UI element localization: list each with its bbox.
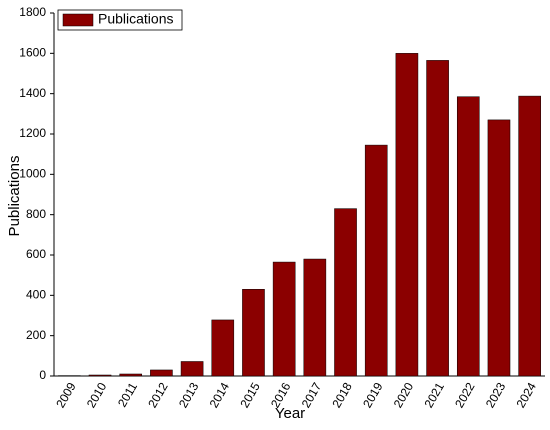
y-tick-label: 1200	[19, 126, 46, 140]
y-tick-label: 800	[26, 207, 46, 221]
y-tick-label: 1600	[19, 46, 46, 60]
bar	[180, 361, 204, 377]
y-tick-label: 1000	[19, 167, 46, 181]
legend-label: Publications	[98, 11, 174, 27]
x-tick-label: 2011	[115, 380, 140, 410]
x-tick-label: 2013	[176, 380, 202, 410]
x-tick-label: 2015	[237, 380, 263, 410]
x-tick-label: 2022	[452, 380, 478, 410]
y-tick-label: 1400	[19, 86, 46, 100]
bar	[456, 96, 480, 377]
bar	[518, 95, 541, 377]
y-tick-label: 0	[39, 368, 46, 382]
bar	[119, 373, 143, 377]
x-tick-label: 2019	[360, 380, 386, 410]
x-tick-label: 2009	[53, 380, 79, 410]
y-tick-label: 200	[26, 328, 46, 342]
y-tick-label: 600	[26, 247, 46, 261]
y-tick-label: 1800	[19, 5, 46, 19]
bar	[150, 369, 173, 377]
bar	[242, 289, 265, 377]
x-axis-label: Year	[275, 405, 305, 422]
bar	[303, 258, 327, 377]
bar	[334, 208, 357, 377]
x-tick-label: 2020	[391, 380, 417, 410]
x-tick-label: 2021	[421, 380, 447, 410]
y-axis-label: Publications	[6, 156, 23, 237]
bar	[426, 60, 449, 377]
bar	[395, 53, 419, 377]
x-tick-label: 2023	[483, 380, 509, 410]
bar	[88, 374, 112, 377]
bar	[487, 119, 511, 377]
x-tick-label: 2017	[299, 380, 325, 410]
x-tick-label: 2012	[145, 380, 171, 410]
x-tick-label: 2024	[514, 380, 540, 410]
bar	[211, 319, 235, 377]
y-tick-label: 400	[26, 288, 46, 302]
bar	[272, 261, 296, 377]
bar	[364, 144, 388, 377]
x-tick-label: 2014	[207, 380, 233, 410]
legend-swatch	[62, 13, 94, 27]
x-tick-label: 2010	[84, 380, 110, 410]
x-tick-label: 2018	[329, 380, 355, 410]
